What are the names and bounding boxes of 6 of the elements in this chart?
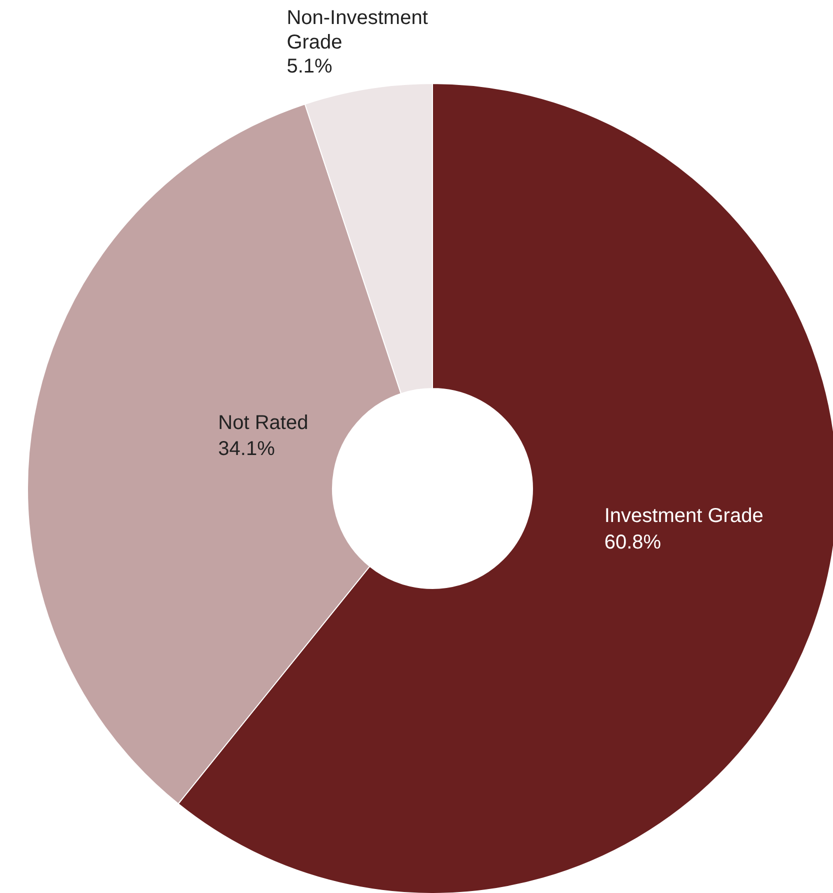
slice-label: Investment Grade [604, 504, 764, 527]
slice-label: Non-Investment Grade [286, 7, 428, 54]
data-label: 5.1% [286, 56, 333, 78]
slice-label: Not Rated [218, 412, 308, 434]
data-label: 60.8% [604, 531, 662, 554]
data-label: 34.1% [218, 438, 276, 460]
